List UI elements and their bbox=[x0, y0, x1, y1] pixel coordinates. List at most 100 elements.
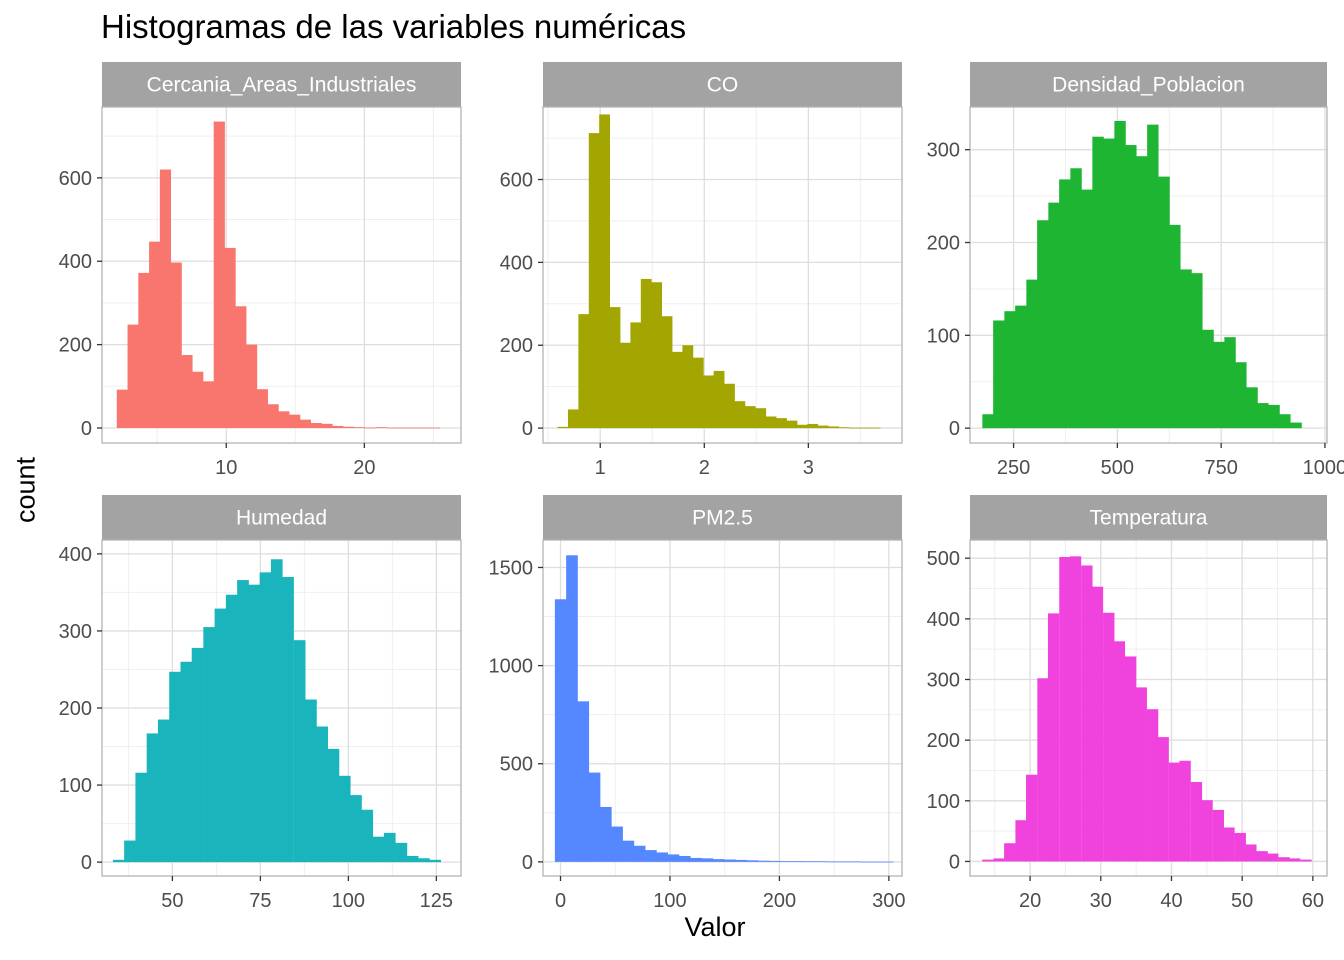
histogram-bar bbox=[1103, 612, 1115, 862]
histogram-bar bbox=[1124, 656, 1137, 862]
histogram-bar bbox=[588, 772, 601, 862]
x-tick-label: 1 bbox=[595, 457, 606, 479]
histogram-bar bbox=[395, 842, 408, 863]
histogram-bar bbox=[588, 133, 600, 429]
histogram-bar bbox=[282, 576, 294, 863]
y-tick-label: 100 bbox=[59, 775, 92, 797]
histogram-bar bbox=[169, 671, 181, 863]
y-tick-label: 1500 bbox=[489, 557, 534, 579]
facet-strip-label: PM2.5 bbox=[692, 507, 753, 530]
histogram-bar bbox=[224, 247, 236, 428]
x-tick-label: 750 bbox=[1204, 457, 1237, 479]
histogram-bar bbox=[881, 861, 894, 863]
facet-strip-label: Temperatura bbox=[1090, 507, 1208, 530]
histogram-bar bbox=[1059, 179, 1071, 429]
histogram-bar bbox=[557, 426, 569, 429]
histogram-bar bbox=[848, 427, 860, 429]
y-tick-label: 0 bbox=[949, 418, 960, 440]
histogram-bar bbox=[703, 375, 715, 429]
histogram-bar bbox=[350, 795, 362, 863]
panel-border bbox=[542, 106, 903, 444]
histogram-bar bbox=[1212, 809, 1225, 862]
y-tick-label: 0 bbox=[949, 851, 960, 873]
facet-panel-densidad-poblacion: Densidad_Poblacion 0 100 200 300 250 500 750 100… bbox=[927, 62, 1344, 479]
histogram-bar bbox=[353, 427, 365, 428]
panel-border bbox=[969, 106, 1328, 444]
histogram-bar bbox=[1257, 403, 1269, 429]
histogram-bar bbox=[859, 427, 871, 429]
histogram-bar bbox=[1081, 565, 1093, 862]
histogram-bar bbox=[429, 859, 442, 863]
histogram-bar bbox=[690, 857, 702, 862]
histogram-bar bbox=[135, 772, 148, 863]
histogram-bar bbox=[116, 389, 128, 428]
histogram-bar bbox=[1234, 832, 1246, 862]
x-tick-label: 1000 bbox=[1303, 457, 1344, 479]
histogram-bar bbox=[1179, 760, 1191, 862]
histogram-bar bbox=[1015, 820, 1027, 862]
histogram-bar bbox=[640, 278, 652, 429]
x-tick-label: 3 bbox=[803, 457, 814, 479]
histogram-bar bbox=[993, 320, 1005, 429]
histogram-bar bbox=[734, 401, 746, 429]
x-axis-title: Valor bbox=[684, 912, 746, 942]
histogram-bar bbox=[235, 306, 247, 428]
histogram-bar bbox=[1037, 220, 1049, 429]
histogram-bar bbox=[672, 351, 683, 429]
facet-strip-label: Densidad_Poblacion bbox=[1052, 74, 1245, 97]
x-tick-label: 40 bbox=[1160, 890, 1182, 912]
histogram-bar bbox=[1026, 279, 1038, 429]
histogram-bar bbox=[692, 357, 704, 429]
histogram-bar bbox=[180, 661, 193, 863]
y-tick-label: 200 bbox=[59, 698, 92, 720]
histogram-bar bbox=[1158, 176, 1170, 429]
facet-panel-co: CO 0 200 400 600 1 2 3 bbox=[500, 62, 903, 479]
histogram-bar bbox=[361, 809, 374, 863]
histogram-bar bbox=[191, 647, 204, 863]
histogram-bar bbox=[192, 371, 204, 428]
histogram-bar bbox=[396, 427, 408, 429]
y-axis-title: count bbox=[10, 456, 41, 524]
histogram-bar bbox=[1147, 124, 1159, 429]
histogram-bar bbox=[127, 324, 139, 428]
histogram-bar bbox=[1091, 586, 1104, 862]
histogram-bar bbox=[1004, 843, 1016, 862]
histogram-bar bbox=[149, 241, 161, 428]
histogram-bar bbox=[213, 121, 225, 428]
histogram-bar bbox=[237, 580, 249, 863]
facet-panel-pm2-5: PM2.5 0 500 1000 1500 0 100 200 300 bbox=[489, 495, 906, 912]
facet-panel-cercania-areas-industriales: Cercania_Areas_Industriales 0 200 400 600 10 2… bbox=[59, 62, 462, 479]
y-tick-label: 600 bbox=[500, 170, 533, 192]
histogram-bar bbox=[746, 860, 759, 862]
x-tick-label: 50 bbox=[161, 890, 183, 912]
histogram-bar bbox=[259, 572, 272, 863]
histogram-bar bbox=[1289, 858, 1301, 862]
histogram-bar bbox=[138, 272, 150, 428]
histogram-bar bbox=[248, 584, 261, 863]
histogram-bar bbox=[796, 424, 808, 429]
x-tick-label: 75 bbox=[249, 890, 271, 912]
histogram-bar bbox=[993, 858, 1005, 862]
histogram-bar bbox=[735, 859, 747, 862]
histogram-bar bbox=[807, 423, 819, 429]
panel-border bbox=[542, 539, 903, 877]
histogram-bar bbox=[578, 314, 590, 429]
histogram-bar bbox=[299, 419, 312, 428]
histogram-bar bbox=[1048, 202, 1060, 429]
histogram-bar bbox=[1202, 329, 1214, 429]
histogram-bar bbox=[1103, 138, 1115, 429]
histogram-bar bbox=[1081, 189, 1093, 429]
histogram-bar bbox=[1300, 859, 1312, 862]
facet-panel-humedad: Humedad 0 100 200 300 400 50 75 100 125 bbox=[59, 495, 462, 912]
histogram-bar bbox=[744, 406, 756, 429]
histogram-bar bbox=[786, 420, 798, 429]
histogram-bar bbox=[246, 344, 258, 428]
histogram-bar bbox=[1157, 737, 1169, 862]
histogram-bar bbox=[386, 427, 398, 429]
x-tick-label: 100 bbox=[653, 890, 686, 912]
histogram-bar bbox=[375, 427, 387, 428]
histogram-bar bbox=[293, 640, 306, 863]
histogram-bar bbox=[270, 559, 283, 863]
x-tick-label: 250 bbox=[997, 457, 1030, 479]
